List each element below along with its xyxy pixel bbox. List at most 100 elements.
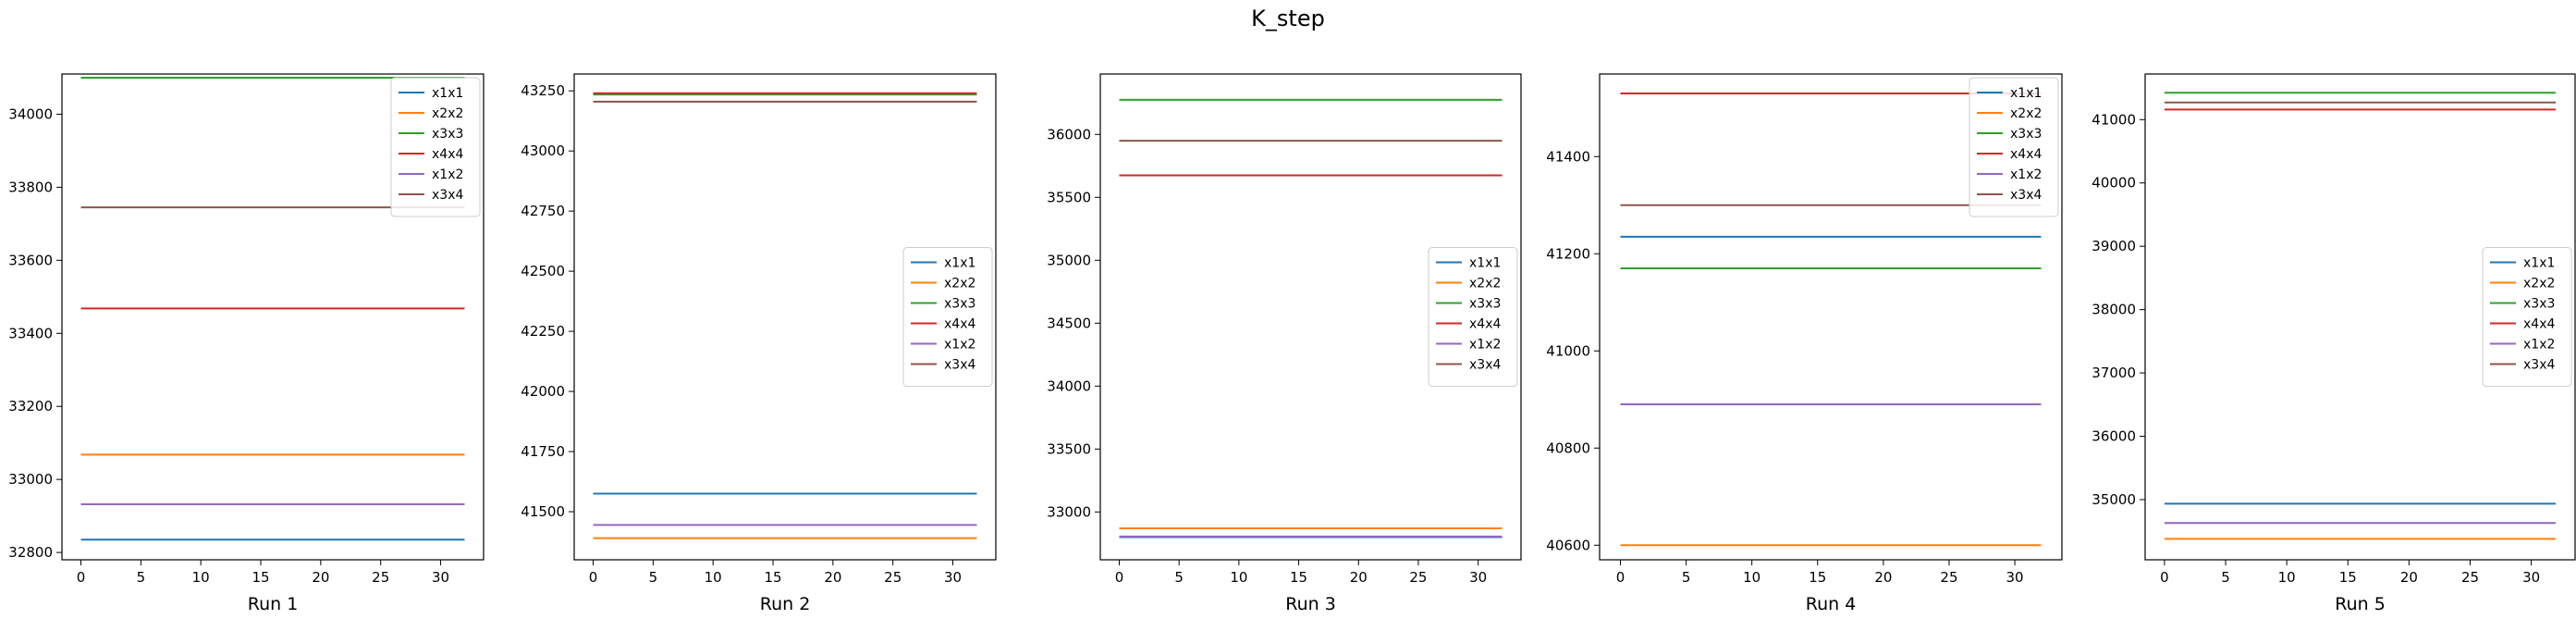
y-tick-label: 39000 bbox=[2091, 238, 2136, 254]
x-tick-label: 20 bbox=[1350, 569, 1368, 586]
legend-entry: x3x4 bbox=[944, 358, 975, 373]
legend-entry: x1x2 bbox=[1469, 338, 1501, 353]
x-tick-label: 25 bbox=[1409, 569, 1427, 586]
y-tick-label: 41200 bbox=[1546, 245, 1590, 262]
x-tick-label: 5 bbox=[649, 569, 658, 586]
legend-entry: x1x1 bbox=[944, 256, 975, 271]
legend-entry: x3x4 bbox=[2523, 358, 2555, 373]
y-tick-label: 41000 bbox=[2091, 111, 2136, 128]
x-tick-label: 25 bbox=[1940, 569, 1957, 586]
x-tick-label: 15 bbox=[251, 569, 269, 586]
y-tick-label: 36000 bbox=[2091, 428, 2136, 445]
y-tick-label: 33600 bbox=[8, 252, 53, 268]
x-tick-label: 5 bbox=[137, 569, 146, 586]
y-tick-label: 40600 bbox=[1546, 537, 1590, 553]
x-axis-label: Run 2 bbox=[760, 594, 811, 614]
x-tick-label: 15 bbox=[1290, 569, 1307, 586]
legend-entry: x3x4 bbox=[1469, 358, 1501, 373]
y-tick-label: 34000 bbox=[1047, 378, 1091, 394]
y-tick-label: 36000 bbox=[1047, 126, 1091, 142]
legend-entry: x2x2 bbox=[944, 277, 975, 291]
y-tick-label: 43250 bbox=[521, 82, 565, 99]
x-tick-label: 10 bbox=[2278, 569, 2296, 586]
y-tick-label: 33500 bbox=[1047, 440, 1091, 457]
x-tick-label: 30 bbox=[2522, 569, 2540, 586]
x-tick-label: 15 bbox=[764, 569, 781, 586]
x-tick-label: 30 bbox=[2006, 569, 2024, 586]
legend-entry: x1x1 bbox=[2523, 256, 2555, 271]
legend-entry: x3x3 bbox=[2010, 127, 2042, 142]
subplot-2: 0 5 10 15 20 25 30 41500 41750 42000 42250 42500 427… bbox=[521, 73, 997, 614]
y-tick-label: 38000 bbox=[2091, 302, 2136, 318]
y-tick-label: 42750 bbox=[521, 203, 565, 219]
y-tick-label: 41750 bbox=[521, 443, 565, 460]
legend-entry: x1x2 bbox=[944, 338, 975, 353]
legend-entry: x2x2 bbox=[2523, 277, 2555, 291]
x-tick-label: 10 bbox=[192, 569, 210, 586]
x-tick-label: 10 bbox=[1743, 569, 1760, 586]
legend-entry: x3x4 bbox=[432, 188, 463, 203]
legend-entry: x1x2 bbox=[2010, 167, 2042, 182]
legend-entry: x3x3 bbox=[1469, 297, 1501, 312]
x-axis-label: Run 3 bbox=[1285, 594, 1336, 614]
x-tick-label: 20 bbox=[824, 569, 841, 586]
y-tick-label: 40800 bbox=[1546, 439, 1590, 456]
legend-entry: x3x3 bbox=[432, 127, 463, 142]
y-tick-label: 35000 bbox=[1047, 252, 1091, 268]
subplot-5: 0 5 10 15 20 25 30 35000 36000 37000 38000 39000 400… bbox=[2091, 73, 2576, 614]
x-tick-label: 20 bbox=[312, 569, 329, 586]
figure-suptitle: K_step bbox=[1251, 6, 1325, 31]
legend-entry: x4x4 bbox=[1469, 317, 1501, 332]
x-tick-label: 30 bbox=[432, 569, 449, 586]
legend-entry: x4x4 bbox=[2010, 147, 2042, 162]
legend-entry: x2x2 bbox=[432, 106, 463, 121]
legend: x1x1 x2x2 x3x3 x4x4 x1x2 x3x4 bbox=[1969, 77, 2059, 217]
legend: x1x1 x2x2 x3x3 x4x4 x1x2 x3x4 bbox=[390, 77, 481, 217]
legend-entry: x1x1 bbox=[1469, 256, 1501, 271]
legend-entry: x3x3 bbox=[944, 297, 975, 312]
legend-entry: x3x3 bbox=[2523, 297, 2555, 312]
x-tick-label: 0 bbox=[1115, 569, 1124, 586]
legend-entry: x4x4 bbox=[432, 147, 463, 162]
subplot-3: 0 5 10 15 20 25 30 33000 33500 34000 34500 35000 355… bbox=[1047, 73, 1522, 614]
y-tick-label: 41000 bbox=[1546, 342, 1590, 359]
axes-frame bbox=[573, 73, 997, 561]
x-tick-label: 0 bbox=[77, 569, 86, 586]
axes-frame bbox=[61, 73, 485, 561]
y-tick-label: 37000 bbox=[2091, 365, 2136, 381]
legend-entry: x1x2 bbox=[432, 167, 463, 182]
y-tick-label: 35000 bbox=[2091, 491, 2136, 508]
y-tick-label: 40000 bbox=[2091, 175, 2136, 192]
y-tick-label: 33200 bbox=[8, 398, 53, 415]
y-tick-label: 41400 bbox=[1546, 148, 1590, 165]
legend-entry: x1x1 bbox=[432, 86, 463, 101]
x-tick-label: 25 bbox=[372, 569, 389, 586]
x-tick-label: 30 bbox=[944, 569, 962, 586]
x-tick-label: 10 bbox=[1230, 569, 1247, 586]
x-axis-label: Run 1 bbox=[248, 594, 299, 614]
legend-entry: x1x1 bbox=[2010, 86, 2042, 101]
x-tick-label: 15 bbox=[2339, 569, 2357, 586]
y-tick-label: 33000 bbox=[1047, 503, 1091, 520]
subplot-1: 0 5 10 15 20 25 30 32800 33000 33200 33400 33600 338… bbox=[8, 73, 485, 614]
y-tick-label: 42000 bbox=[521, 383, 565, 400]
y-tick-label: 33400 bbox=[8, 325, 53, 341]
x-tick-label: 25 bbox=[884, 569, 902, 586]
x-tick-label: 25 bbox=[2461, 569, 2479, 586]
y-tick-label: 33800 bbox=[8, 179, 53, 195]
legend-entry: x3x4 bbox=[2010, 188, 2042, 203]
y-tick-label: 33000 bbox=[8, 471, 53, 488]
x-tick-label: 0 bbox=[1616, 569, 1625, 586]
legend-entry: x2x2 bbox=[2010, 106, 2042, 121]
legend: x1x1 x2x2 x3x3 x4x4 x1x2 x3x4 bbox=[902, 247, 993, 387]
x-tick-label: 5 bbox=[2221, 569, 2230, 586]
y-tick-label: 34500 bbox=[1047, 315, 1091, 331]
y-tick-label: 43000 bbox=[521, 142, 565, 159]
x-tick-label: 5 bbox=[1682, 569, 1691, 586]
legend-entry: x2x2 bbox=[1469, 277, 1501, 291]
x-tick-label: 30 bbox=[1469, 569, 1487, 586]
x-tick-label: 15 bbox=[1809, 569, 1826, 586]
legend: x1x1 x2x2 x3x3 x4x4 x1x2 x3x4 bbox=[1428, 247, 1518, 387]
